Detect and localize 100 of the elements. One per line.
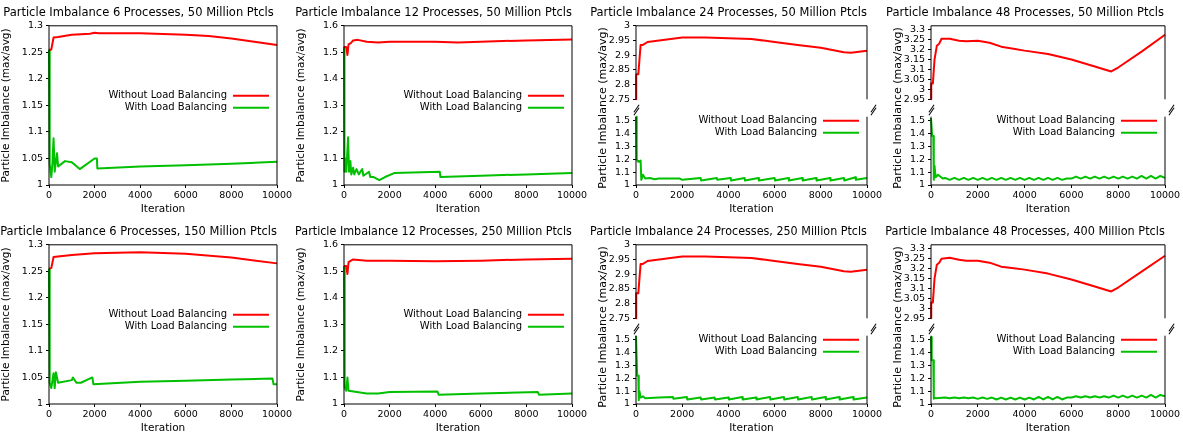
chart-title: Particle Imbalance 12 Processes, 50 Million Ptcls	[295, 4, 572, 19]
y-tick-label: 1.15	[21, 317, 43, 329]
y-tick-label: 1.5	[614, 333, 630, 345]
y-tick-label: 2.85	[608, 63, 630, 75]
x-tick-label: 6000	[173, 408, 198, 420]
y-tick-label: 1.2	[322, 125, 338, 137]
y-tick-label: 3.1	[909, 62, 925, 74]
x-tick-label: 6000	[468, 189, 493, 201]
y-axis-title: Particle Imbalance (max/avg)	[294, 247, 307, 402]
y-tick-label: 1.2	[322, 344, 338, 356]
y-tick-label: 3.05	[903, 72, 925, 84]
y-tick-label: 2.75	[608, 92, 630, 104]
y-tick-label: 1.6	[322, 19, 338, 31]
y-axis-title: Particle Imbalance (max/avg)	[294, 28, 307, 183]
y-tick-label: 3	[623, 19, 630, 31]
y-tick-label: 1.5	[322, 264, 338, 276]
x-tick-label: 4000	[128, 408, 153, 420]
y-tick-label: 3.25	[903, 252, 925, 264]
x-tick-label: 2000	[965, 408, 990, 420]
y-tick-label: 2.9	[614, 267, 630, 279]
y-tick-label: 1.1	[909, 384, 925, 396]
legend-label: Without Load Balancing	[108, 89, 227, 101]
legend-label: Without Load Balancing	[996, 114, 1115, 126]
y-tick-label: 2.95	[608, 252, 630, 264]
y-tick-label: 1.05	[21, 370, 43, 382]
x-axis-title: Iteration	[729, 202, 774, 215]
y-tick-label: 1.15	[21, 98, 43, 110]
x-tick-label: 0	[927, 189, 935, 201]
x-tick-label: 2000	[377, 189, 402, 201]
y-tick-label: 1.3	[322, 98, 338, 110]
legend-label: Without Load Balancing	[403, 308, 522, 320]
x-axis-title: Iteration	[435, 202, 481, 215]
x-tick-label: 6000	[468, 408, 493, 420]
x-tick-label: 0	[340, 408, 348, 420]
x-tick-label: 6000	[1059, 408, 1084, 420]
y-tick-label: 1.4	[322, 291, 338, 303]
x-tick-label: 8000	[1106, 408, 1131, 420]
y-tick-label: 2.95	[903, 311, 925, 323]
y-tick-label: 1	[918, 178, 925, 190]
y-tick-label: 1	[623, 397, 630, 409]
legend-label: With Load Balancing	[419, 320, 522, 332]
legend-label: With Load Balancing	[1012, 126, 1115, 138]
x-tick-label: 6000	[173, 189, 198, 201]
chart-title: Particle Imbalance 48 Processes, 50 Million Ptcls	[886, 4, 1164, 19]
chart-title: Particle Imbalance 24 Processes, 50 Million Ptcls	[590, 4, 867, 19]
legend-label: Without Load Balancing	[698, 333, 817, 345]
chart-title: Particle Imbalance 6 Processes, 50 Million Ptcls	[3, 4, 274, 19]
x-tick-label: 4000	[423, 189, 448, 201]
y-tick-label: 3	[918, 82, 925, 94]
y-tick-label: 1.25	[21, 45, 43, 57]
x-axis-title: Iteration	[140, 202, 186, 215]
x-tick-label: 8000	[808, 408, 833, 420]
y-tick-label: 1.1	[27, 125, 43, 137]
legend-label: Without Load Balancing	[108, 308, 227, 320]
x-tick-label: 0	[340, 189, 348, 201]
x-tick-label: 2000	[670, 189, 695, 201]
y-axis-title: Particle Imbalance (max/avg)	[891, 27, 904, 189]
y-tick-label: 1.1	[322, 151, 338, 163]
legend-label: Without Load Balancing	[403, 89, 522, 101]
y-tick-label: 1	[623, 178, 630, 190]
y-tick-label: 1.2	[909, 371, 925, 383]
x-tick-label: 10000	[556, 408, 588, 420]
x-tick-label: 0	[632, 408, 640, 420]
chart-title: Particle Imbalance 6 Processes, 150 Million Ptcls	[0, 223, 277, 238]
x-tick-label: 4000	[1012, 408, 1037, 420]
legend-label: With Load Balancing	[714, 126, 817, 138]
y-tick-label: 2.85	[608, 282, 630, 294]
y-tick-label: 1.5	[909, 333, 925, 345]
x-tick-label: 4000	[423, 408, 448, 420]
y-tick-label: 1	[36, 178, 43, 190]
y-tick-label: 1.5	[614, 114, 630, 126]
y-tick-label: 2.95	[608, 33, 630, 45]
y-tick-label: 1	[918, 397, 925, 409]
y-tick-label: 1.2	[909, 152, 925, 164]
x-tick-label: 10000	[851, 189, 883, 201]
y-tick-label: 3.3	[909, 242, 925, 254]
y-tick-label: 1.1	[909, 165, 925, 177]
legend-label: With Load Balancing	[419, 101, 522, 113]
y-tick-label: 1	[331, 397, 338, 409]
y-tick-label: 1.3	[27, 19, 43, 31]
y-tick-label: 2.75	[608, 311, 630, 323]
x-tick-label: 2000	[82, 189, 107, 201]
y-tick-label: 1.1	[614, 165, 630, 177]
x-tick-label: 6000	[1059, 189, 1084, 201]
y-tick-label: 1.2	[614, 152, 630, 164]
x-tick-label: 8000	[514, 408, 539, 420]
x-tick-label: 2000	[377, 408, 402, 420]
chart-title: Particle Imbalance 24 Processes, 250 Million Ptcls	[590, 223, 867, 238]
x-tick-label: 10000	[261, 408, 293, 420]
x-tick-label: 0	[632, 189, 640, 201]
x-tick-label: 10000	[556, 189, 588, 201]
y-tick-label: 3.15	[903, 272, 925, 284]
y-tick-label: 3.1	[909, 281, 925, 293]
x-tick-label: 0	[927, 408, 935, 420]
y-tick-label: 1.1	[322, 370, 338, 382]
y-tick-label: 3.05	[903, 291, 925, 303]
x-tick-label: 2000	[965, 189, 990, 201]
y-tick-label: 1.3	[27, 238, 43, 250]
y-axis-title: Particle Imbalance (max/avg)	[0, 247, 12, 402]
y-axis-title: Particle Imbalance (max/avg)	[0, 28, 12, 183]
